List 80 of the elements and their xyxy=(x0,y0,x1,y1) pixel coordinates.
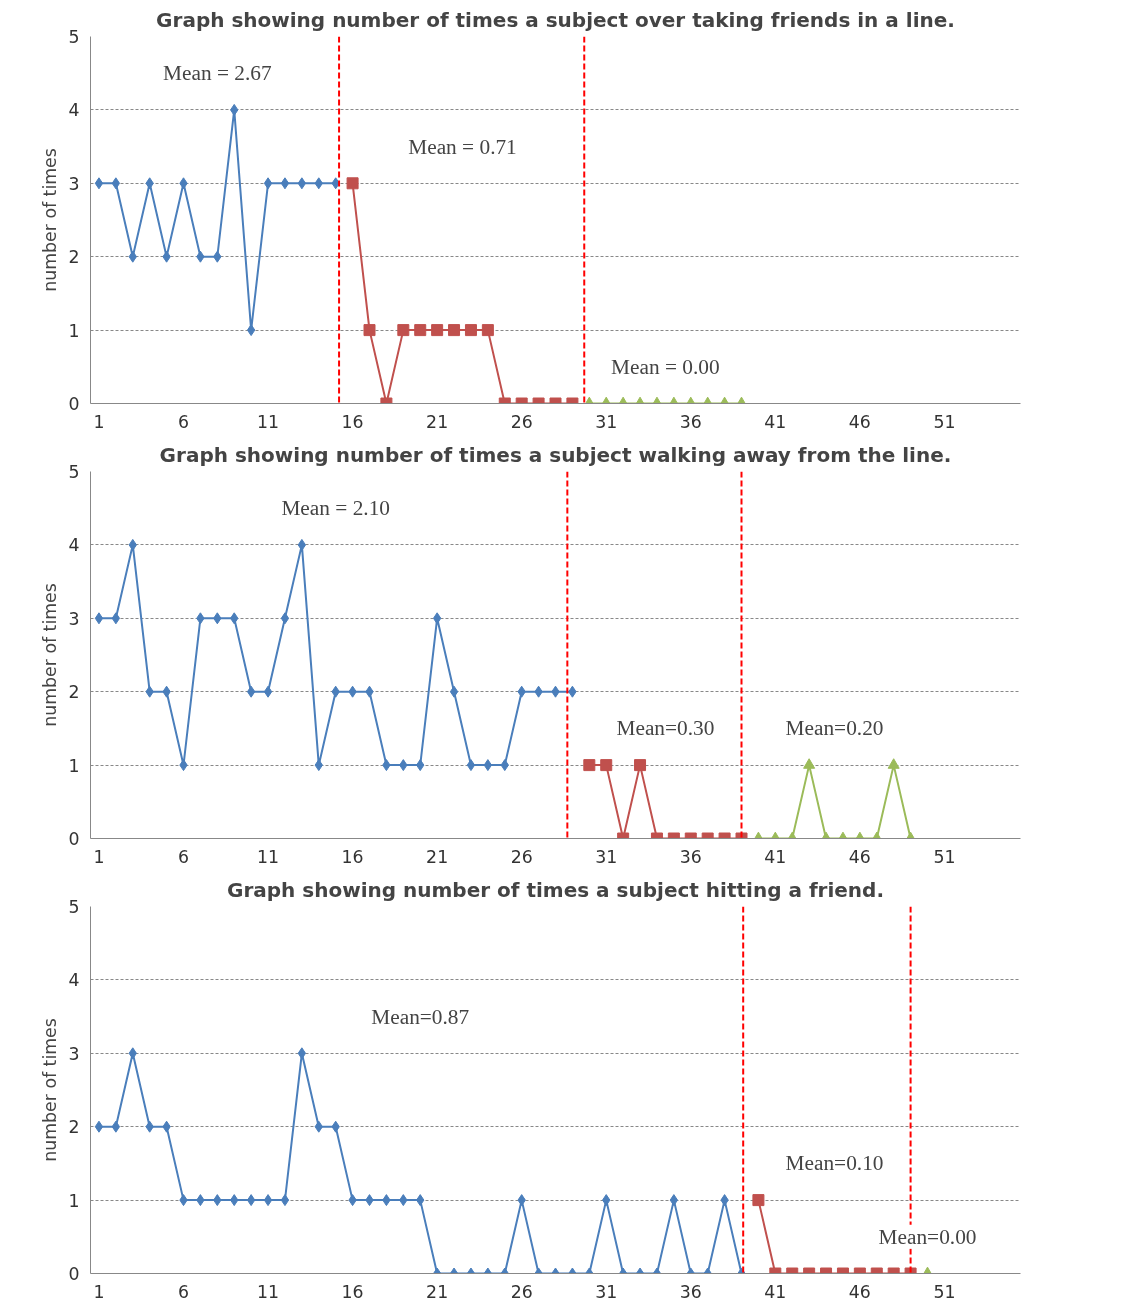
x-tick-label: 11 xyxy=(257,1281,280,1302)
point xyxy=(263,177,273,190)
y-tick-label: 1 xyxy=(68,320,80,341)
annotation: Mean=0.30 xyxy=(616,716,715,741)
point xyxy=(280,612,290,625)
y-tick-label: 5 xyxy=(68,27,80,47)
x-tick-label: 6 xyxy=(177,1281,190,1302)
x-tick-label: 36 xyxy=(679,1281,702,1302)
y-tick-label: 3 xyxy=(68,173,80,194)
annotation: Mean = 2.10 xyxy=(281,496,390,521)
x-tick-label: 21 xyxy=(426,846,449,867)
x-tick-label: 46 xyxy=(848,1281,871,1302)
y-tick-label: 1 xyxy=(68,755,80,776)
point xyxy=(449,685,459,698)
annotation: Mean = 0.00 xyxy=(611,354,720,379)
y-tick-label: 4 xyxy=(68,100,80,121)
x-tick-label: 11 xyxy=(257,846,280,867)
y-tick-label: 3 xyxy=(68,608,80,629)
y-tick-label: 5 xyxy=(68,462,80,482)
y-tick-label: 0 xyxy=(68,1264,80,1284)
x-tick-label: 51 xyxy=(933,846,956,867)
x-tick-label: 41 xyxy=(764,1281,787,1302)
x-tick-label: 51 xyxy=(933,411,956,432)
x-tick-label: 36 xyxy=(679,846,702,867)
point xyxy=(263,685,273,698)
x-tick-label: 51 xyxy=(933,1281,956,1302)
y-axis-title: number of times xyxy=(40,148,61,292)
point xyxy=(111,612,121,625)
x-tick-label: 26 xyxy=(510,846,533,867)
y-tick-label: 3 xyxy=(68,1043,80,1064)
x-tick-label: 26 xyxy=(510,1281,533,1302)
annotation: Mean = 2.67 xyxy=(163,61,272,86)
x-tick-label: 6 xyxy=(177,846,190,867)
point xyxy=(803,758,816,769)
x-tick-label: 46 xyxy=(848,846,871,867)
x-tick-label: 31 xyxy=(595,846,618,867)
x-tick-label: 41 xyxy=(764,846,787,867)
point xyxy=(887,758,900,769)
x-tick-label: 1 xyxy=(93,1281,105,1302)
x-tick-label: 31 xyxy=(595,411,618,432)
y-tick-label: 0 xyxy=(68,394,80,414)
annotation: Mean=0.00 xyxy=(878,1224,977,1249)
x-tick-label: 41 xyxy=(764,411,787,432)
y-tick-label: 2 xyxy=(68,1117,80,1138)
point xyxy=(280,177,290,190)
annotation: Mean=0.10 xyxy=(785,1151,884,1176)
x-tick-label: 16 xyxy=(341,1281,364,1302)
x-tick-label: 31 xyxy=(595,1281,618,1302)
point xyxy=(346,177,359,190)
y-tick-label: 4 xyxy=(68,970,80,991)
y-tick-label: 2 xyxy=(68,247,80,268)
x-tick-label: 6 xyxy=(177,411,190,432)
y-tick-label: 1 xyxy=(68,1190,80,1211)
x-tick-label: 1 xyxy=(93,411,105,432)
point xyxy=(111,177,121,190)
x-tick-label: 11 xyxy=(257,411,280,432)
chart-title: Graph showing number of times a subject over taking friends in a line. xyxy=(156,7,955,32)
x-tick-label: 16 xyxy=(341,411,364,432)
point xyxy=(246,685,256,698)
annotation: Mean=0.20 xyxy=(785,716,884,741)
x-tick-label: 21 xyxy=(426,411,449,432)
x-tick-label: 1 xyxy=(93,846,105,867)
y-tick-label: 4 xyxy=(68,535,80,556)
x-tick-label: 36 xyxy=(679,411,702,432)
chart-title: Graph showing number of times a subject walking away from the line. xyxy=(159,442,952,467)
x-tick-label: 26 xyxy=(510,411,533,432)
y-axis-title: number of times xyxy=(40,1018,61,1162)
x-tick-label: 21 xyxy=(426,1281,449,1302)
chart-title: Graph showing number of times a subject hitting a friend. xyxy=(226,877,885,902)
point xyxy=(94,177,104,190)
annotation: Mean = 0.71 xyxy=(408,134,517,159)
y-tick-label: 5 xyxy=(68,897,80,917)
y-axis-title: number of times xyxy=(40,583,61,727)
annotation: Mean=0.87 xyxy=(371,1004,470,1029)
y-tick-label: 0 xyxy=(68,829,80,849)
point xyxy=(94,612,104,625)
point xyxy=(297,177,307,190)
y-tick-label: 2 xyxy=(68,682,80,703)
x-tick-label: 46 xyxy=(848,411,871,432)
x-tick-label: 16 xyxy=(341,846,364,867)
